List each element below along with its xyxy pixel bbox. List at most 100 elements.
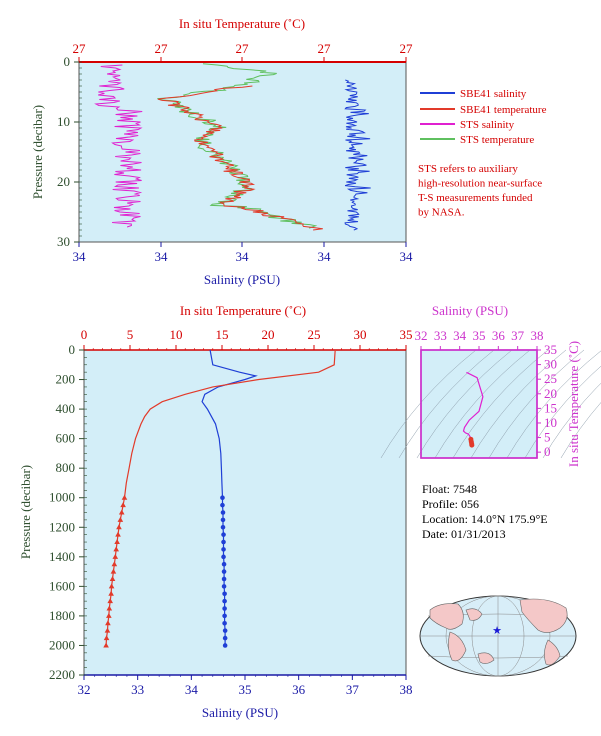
temperature-point: [103, 642, 109, 648]
temperature-point: [121, 494, 128, 500]
ts-density-contour: [380, 349, 477, 459]
main-pressure-tick-label: 1200: [49, 519, 75, 534]
top-sal-tick-label: 34: [73, 249, 87, 264]
ts-density-contour: [488, 349, 585, 459]
salinity-point: [221, 539, 226, 545]
temperature-point: [120, 502, 126, 508]
temperature-point: [115, 531, 121, 537]
top-plot-area: [78, 61, 407, 243]
salinity-point: [220, 517, 226, 523]
world-map: ★: [419, 595, 577, 677]
salinity-point: [220, 502, 225, 508]
ts-density-contour: [560, 402, 601, 459]
temperature-point: [103, 635, 110, 641]
main-sal-tick-label: 33: [131, 682, 144, 697]
main-temp-tick-label: 15: [216, 327, 229, 342]
ts-temp-axis-title: In situ Temperature (˚C): [566, 341, 581, 467]
ts-sal-axis-title: Salinity (PSU): [432, 303, 508, 318]
main-pressure-tick-label: 1000: [49, 490, 75, 505]
temperature-point: [112, 553, 119, 559]
legend-label: SBE41 salinity: [460, 88, 527, 100]
legend-label: SBE41 temperature: [460, 104, 547, 116]
temperature-point: [106, 605, 113, 611]
ts-temp-tick-label: 20: [544, 386, 557, 401]
top-temp-tick-label: 27: [400, 41, 414, 56]
temperature-point: [116, 524, 122, 530]
sbe41-salinity-line: [344, 79, 371, 231]
salinity-point: [222, 635, 228, 641]
legend-note-line: STS refers to auxiliary: [418, 163, 518, 175]
main-pressure-tick-label: 1400: [49, 549, 75, 564]
ts-density-contour: [542, 382, 601, 459]
float-location-marker: ★: [492, 624, 502, 637]
ts-temp-tick-label: 10: [544, 415, 557, 430]
ts-temp-tick-label: 5: [544, 430, 551, 445]
ts-sal-tick-label: 37: [511, 328, 525, 343]
main-sal-axis-title: Salinity (PSU): [202, 705, 278, 720]
main-pressure-tick-label: 600: [56, 431, 76, 446]
salinity-point: [221, 561, 227, 567]
main-temp-tick-label: 20: [262, 327, 275, 342]
ts-density-contour: [524, 365, 601, 459]
location: Location: 14.0°N 175.9°E: [422, 512, 548, 526]
main-sal-tick-label: 38: [400, 682, 413, 697]
main-pressure-tick-label: 2000: [49, 637, 75, 652]
temperature-point: [118, 509, 125, 515]
temperature-point: [117, 516, 124, 522]
main-sal-tick-label: 36: [292, 682, 306, 697]
salinity-point: [221, 554, 226, 560]
main-plot-area: [83, 349, 407, 676]
salinity-point: [222, 643, 228, 648]
top-pressure-tick-label: 10: [57, 114, 70, 129]
top-sal-axis-title: Salinity (PSU): [204, 272, 280, 287]
temperature-point: [104, 627, 111, 633]
main-pressure-tick-label: 1800: [49, 608, 75, 623]
legend-label: STS temperature: [460, 134, 534, 146]
ts-sal-tick-label: 35: [473, 328, 486, 343]
float-number: Float: 7548: [422, 482, 477, 496]
profile-number: Profile: 056: [422, 497, 479, 511]
main-sal-tick-label: 37: [346, 682, 360, 697]
date: Date: 01/31/2013: [422, 527, 506, 541]
ts-density-contour: [434, 349, 531, 459]
main-temp-tick-label: 30: [354, 327, 367, 342]
main-temp-tick-label: 35: [400, 327, 413, 342]
temperature-profile-line: [123, 349, 336, 498]
salinity-point: [221, 547, 226, 552]
legend-note-line: high-resolution near-surface: [418, 178, 542, 190]
legend-note-line: T-S measurements funded: [418, 192, 533, 204]
main-pressure-tick-label: 400: [56, 401, 76, 416]
temperature-point: [114, 539, 120, 545]
main-pressure-tick-label: 2200: [49, 667, 75, 682]
salinity-point: [220, 524, 226, 530]
ts-density-contours: [380, 349, 601, 459]
ts-point: [469, 442, 475, 448]
sbe41-temperature-line: [157, 85, 323, 231]
main-pressure-tick-label: 800: [56, 460, 76, 475]
ts-density-contour: [416, 349, 513, 459]
main-temp-axis-title: In situ Temperature (˚C): [180, 303, 306, 318]
map-continents: [429, 598, 568, 666]
ts-temp-tick-label: 0: [544, 444, 551, 459]
salinity-point: [220, 495, 225, 501]
near-surface-profile-panel: 27 27 27 27 27 34 34 34 34 34 0 10 20 30 In situ Tempe…: [30, 16, 413, 287]
ts-density-contour: [470, 349, 567, 459]
ts-density-contour: [506, 350, 601, 459]
salinity-point: [221, 584, 227, 589]
main-sal-tick-label: 32: [78, 682, 91, 697]
salinity-point: [220, 510, 226, 515]
main-sal-tick-label: 34: [185, 682, 199, 697]
salinity-point: [221, 569, 227, 574]
legend-note-line: by NASA.: [418, 207, 465, 219]
main-pressure-tick-label: 200: [56, 372, 76, 387]
main-temp-tick-label: 5: [127, 327, 134, 342]
main-pressure-tick-label: 0: [69, 342, 76, 357]
float-info: Float: 7548 Profile: 056 Location: 14.0°…: [422, 482, 548, 541]
top-sal-tick-label: 34: [236, 249, 250, 264]
full-depth-profile-panel: 0 5 10 15 20 25 30 35 32 33 34 35 36 37 38 0 200 400 600 80…: [18, 303, 413, 720]
temperature-point: [108, 583, 115, 589]
legend: SBE41 salinity SBE41 temperature STS salin…: [418, 88, 547, 219]
salinity-point: [222, 613, 227, 619]
